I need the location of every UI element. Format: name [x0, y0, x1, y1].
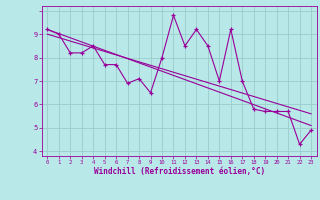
X-axis label: Windchill (Refroidissement éolien,°C): Windchill (Refroidissement éolien,°C) [94, 167, 265, 176]
